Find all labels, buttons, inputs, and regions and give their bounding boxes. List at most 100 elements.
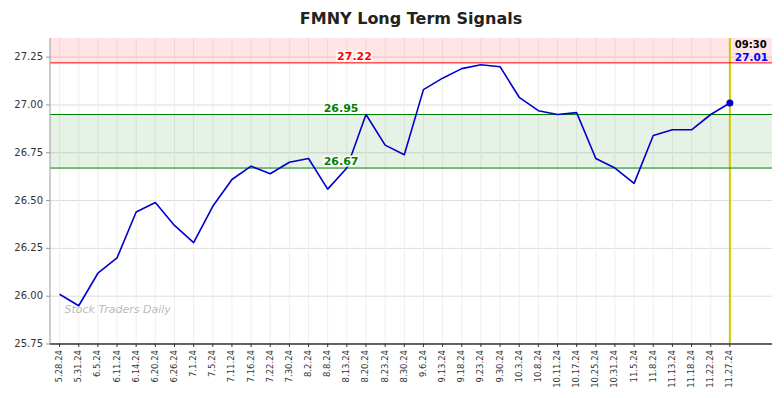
- x-tick: [117, 344, 118, 347]
- x-tick-label: 7.16.24: [246, 350, 256, 382]
- x-tick: [710, 344, 711, 347]
- y-tick: [46, 344, 50, 345]
- grid-line-x: [710, 38, 711, 344]
- x-tick-label: 9.13.24: [437, 350, 447, 382]
- x-tick: [634, 344, 635, 347]
- x-tick-label: 11.5.24: [629, 350, 639, 382]
- reference-line: [50, 168, 772, 169]
- grid-line-x: [519, 38, 520, 344]
- x-tick-label: 11.27.24: [724, 350, 734, 388]
- grid-line-x: [595, 38, 596, 344]
- grid-line-x: [270, 38, 271, 344]
- x-tick: [557, 344, 558, 347]
- grid-line-x: [346, 38, 347, 344]
- x-tick: [576, 344, 577, 347]
- grid-line-x: [97, 38, 98, 344]
- x-tick-label: 8.30.24: [399, 350, 409, 382]
- grid-line-y: [50, 344, 772, 345]
- grid-line-x: [442, 38, 443, 344]
- x-tick-label: 7.1.24: [188, 350, 198, 377]
- grid-line-x: [480, 38, 481, 344]
- x-tick: [423, 344, 424, 347]
- grid-line-x: [327, 38, 328, 344]
- x-tick-label: 10.3.24: [514, 350, 524, 382]
- chart: FMNY Long Term Signals25.7526.0026.2526.…: [0, 0, 784, 398]
- grid-line-x: [78, 38, 79, 344]
- reference-label: 26.95: [324, 102, 359, 115]
- grid-line-x: [634, 38, 635, 344]
- y-axis-line: [50, 38, 51, 344]
- x-tick: [155, 344, 156, 347]
- grid-line-y: [50, 296, 772, 297]
- x-tick-label: 7.30.24: [284, 350, 294, 382]
- x-tick-label: 5.31.24: [73, 350, 83, 382]
- current-price-label: 27.01: [735, 51, 768, 63]
- reference-label: 26.67: [324, 155, 359, 168]
- x-tick: [289, 344, 290, 347]
- y-tick: [46, 248, 50, 249]
- grid-line-x: [117, 38, 118, 344]
- grid-line-x: [136, 38, 137, 344]
- grid-line-x: [461, 38, 462, 344]
- y-tick: [46, 296, 50, 297]
- grid-line-x: [404, 38, 405, 344]
- x-tick: [691, 344, 692, 347]
- y-tick: [46, 200, 50, 201]
- x-tick: [672, 344, 673, 347]
- watermark: Stock Traders Daily: [64, 303, 171, 316]
- x-tick-label: 11.8.24: [648, 350, 658, 382]
- x-tick: [461, 344, 462, 347]
- grid-line-x: [729, 38, 730, 344]
- x-tick-label: 11.18.24: [686, 350, 696, 388]
- band: [50, 38, 772, 63]
- x-tick-label: 10.31.24: [609, 350, 619, 388]
- y-tick-label: 26.50: [14, 195, 43, 206]
- grid-line-x: [251, 38, 252, 344]
- y-tick-label: 27.00: [14, 99, 43, 110]
- x-tick-label: 7.22.24: [265, 350, 275, 382]
- grid-line-y: [50, 200, 772, 201]
- x-tick: [97, 344, 98, 347]
- reference-line: [50, 62, 772, 63]
- x-tick-label: 8.2.24: [303, 350, 313, 377]
- x-tick-label: 6.11.24: [112, 350, 122, 382]
- x-tick: [614, 344, 615, 347]
- grid-line-x: [423, 38, 424, 344]
- x-tick-label: 8.13.24: [341, 350, 351, 382]
- x-tick: [212, 344, 213, 347]
- x-tick-label: 6.20.24: [150, 350, 160, 382]
- x-tick: [365, 344, 366, 347]
- x-tick: [595, 344, 596, 347]
- x-tick-label: 7.11.24: [226, 350, 236, 382]
- x-tick: [193, 344, 194, 347]
- x-tick: [404, 344, 405, 347]
- title: FMNY Long Term Signals: [300, 9, 522, 28]
- annotations: 27.2226.9526.6709:3027.01Stock Traders D…: [64, 39, 768, 316]
- x-tick-label: 9.23.24: [475, 350, 485, 382]
- grid-line-x: [576, 38, 577, 344]
- x-tick-label: 10.11.24: [552, 350, 562, 388]
- x-tick: [308, 344, 309, 347]
- x-tick-label: 10.8.24: [533, 350, 543, 382]
- x-tick: [729, 344, 730, 347]
- grid-line-x: [193, 38, 194, 344]
- y-tick-label: 26.25: [14, 242, 43, 253]
- grid-line-x: [174, 38, 175, 344]
- x-tick-label: 6.14.24: [131, 350, 141, 382]
- x-tick-label: 8.23.24: [380, 350, 390, 382]
- x-tick: [500, 344, 501, 347]
- x-tick: [78, 344, 79, 347]
- grid-line-x: [212, 38, 213, 344]
- grid-line-x: [308, 38, 309, 344]
- last-point: [726, 100, 733, 107]
- grid-line-y: [50, 248, 772, 249]
- x-tick: [136, 344, 137, 347]
- x-tick-label: 8.20.24: [360, 350, 370, 382]
- y-tick-label: 25.75: [14, 338, 43, 349]
- grid-line-y: [50, 104, 772, 105]
- reference-line: [50, 114, 772, 115]
- y-tick-label: 27.25: [14, 51, 43, 62]
- grid-line-x: [653, 38, 654, 344]
- x-tick-label: 11.22.24: [705, 350, 715, 388]
- x-tick: [59, 344, 60, 347]
